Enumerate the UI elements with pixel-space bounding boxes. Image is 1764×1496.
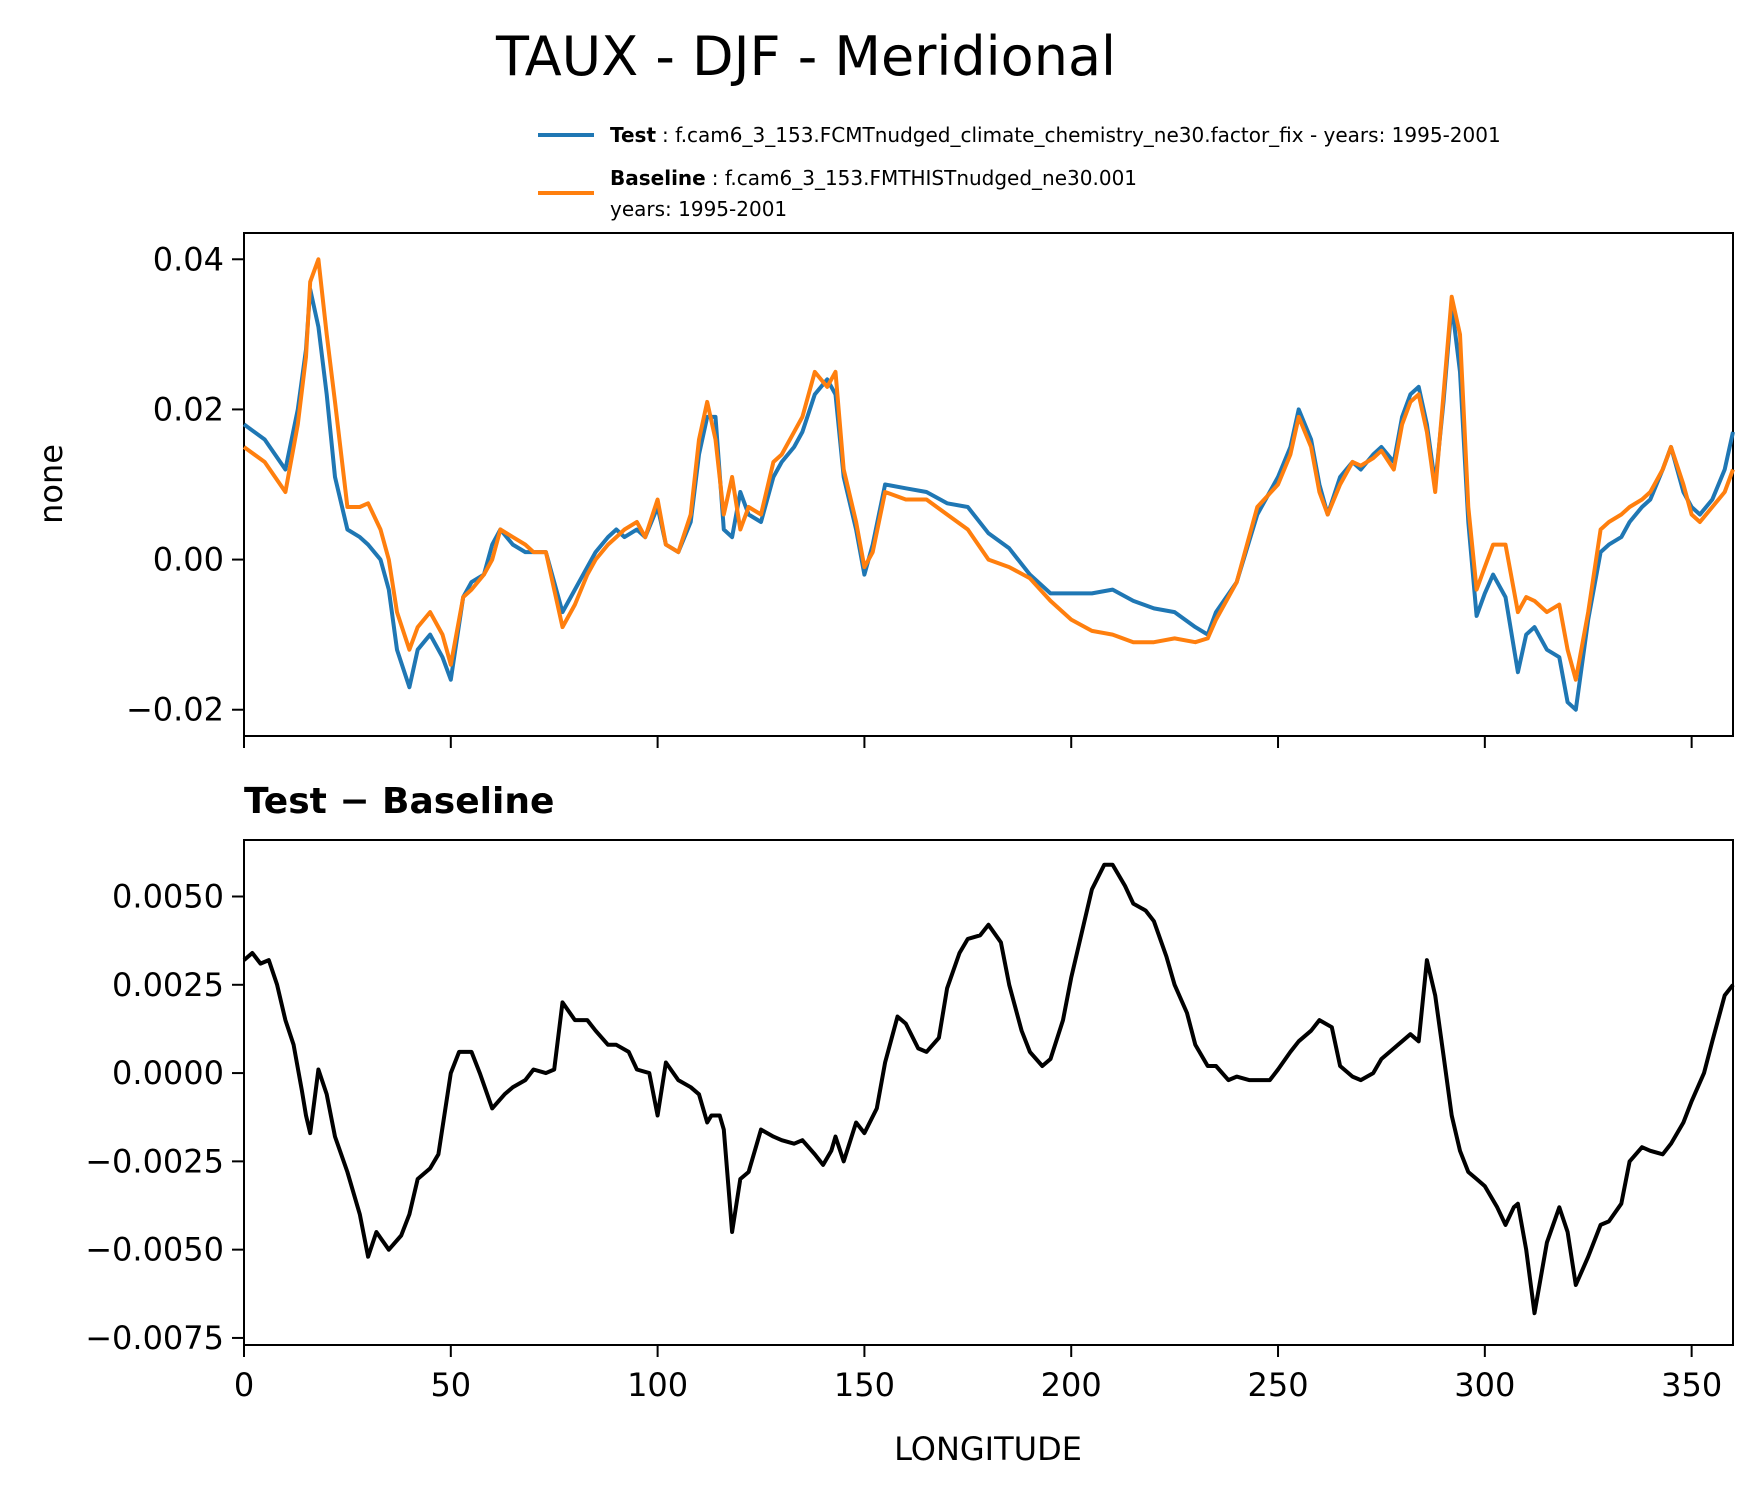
bottom-plot-area (243, 839, 1734, 1346)
x-tick-label: 100 (627, 1366, 688, 1404)
y-tick-label: 0.04 (153, 240, 224, 278)
bottom-panel: Test − Baseline −0.0075 −0.0050 −0.0025 0.0… (85, 781, 1735, 1468)
legend-test-label: Test: f.cam6_3_153.FCMTnudged_climate_ch… (610, 123, 1501, 147)
bottom-x-axis-label: LONGITUDE (894, 1430, 1082, 1468)
legend-baseline-desc-line2: years: 1995-2001 (610, 197, 787, 221)
y-tick-label: 0.0050 (112, 878, 224, 916)
top-series (242, 257, 1735, 712)
x-tick-label: 250 (1247, 1366, 1308, 1404)
x-tick-label: 50 (430, 1366, 471, 1404)
bottom-y-axis: −0.0075 −0.0050 −0.0025 0.0000 0.0025 0.0050 (85, 878, 244, 1357)
top-y-axis: −0.02 0.00 0.02 0.04 (126, 240, 244, 729)
y-tick-label: −0.02 (126, 691, 224, 729)
legend-baseline-desc: : f.cam6_3_153.FMTHISTnudged_ne30.001 (712, 166, 1137, 190)
x-tick-label: 150 (834, 1366, 895, 1404)
legend-baseline-name: Baseline (610, 166, 706, 190)
legend-test-name: Test (610, 123, 656, 147)
top-panel: −0.02 0.00 0.02 0.04 none (32, 232, 1735, 748)
x-tick-label: 0 (234, 1366, 254, 1404)
bottom-series (242, 862, 1735, 1316)
y-tick-label: 0.0000 (112, 1054, 224, 1092)
x-tick-label: 200 (1041, 1366, 1102, 1404)
y-tick-label: 0.00 (153, 541, 224, 579)
figure-title: TAUX - DJF - Meridional (495, 25, 1116, 88)
y-tick-label: −0.0025 (85, 1142, 224, 1180)
legend-baseline-label: Baseline: f.cam6_3_153.FMTHISTnudged_ne3… (610, 166, 1137, 190)
series-line-test (242, 287, 1735, 712)
y-tick-label: 0.02 (153, 390, 224, 428)
y-tick-label: −0.0075 (85, 1319, 224, 1357)
y-tick-label: 0.0025 (112, 966, 224, 1004)
top-y-axis-label: none (32, 444, 70, 524)
x-tick-label: 350 (1661, 1366, 1722, 1404)
top-x-axis (243, 736, 1693, 748)
series-line-test-baseline (242, 862, 1735, 1316)
legend: Test: f.cam6_3_153.FCMTnudged_climate_ch… (538, 123, 1501, 221)
bottom-panel-title: Test − Baseline (244, 781, 554, 822)
legend-test-desc: : f.cam6_3_153.FCMTnudged_climate_chemis… (662, 123, 1501, 147)
y-tick-label: −0.0050 (85, 1231, 224, 1269)
bottom-x-axis: 0 50 100 150 200 250 300 350 (234, 1345, 1722, 1404)
series-line-baseline (242, 257, 1735, 682)
x-tick-label: 300 (1454, 1366, 1515, 1404)
top-plot-area (243, 232, 1734, 737)
